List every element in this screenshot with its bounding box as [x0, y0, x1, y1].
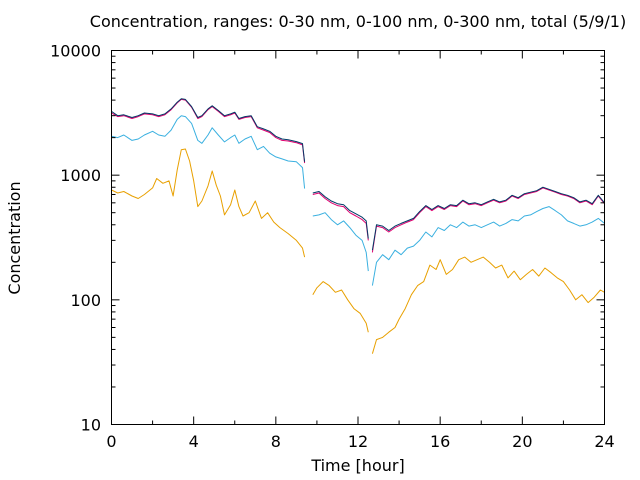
y-axis-label: Concentration [5, 181, 24, 294]
x-tick-label: 0 [106, 432, 116, 451]
y-tick-label: 10000 [50, 42, 101, 61]
y-tick-label: 1000 [60, 166, 101, 185]
x-axis-label: Time [hour] [310, 456, 404, 475]
x-tick-label: 20 [512, 432, 532, 451]
x-tick-label: 8 [271, 432, 281, 451]
plot-frame [111, 50, 605, 425]
series-line-4 [111, 98, 605, 251]
series-line-1 [111, 148, 605, 354]
y-tick-label: 100 [70, 291, 101, 310]
series-line-3 [111, 98, 605, 253]
x-tick-label: 4 [189, 432, 199, 451]
x-tick-label: 16 [430, 432, 450, 451]
y-tick-label: 10 [81, 416, 101, 435]
ticks-layer: 0 4 8 12 16 20 24 10 100 1000 10000 [50, 42, 615, 452]
series-line-2 [111, 115, 605, 286]
series-layer [111, 98, 605, 354]
x-tick-label: 12 [348, 432, 368, 451]
chart-title: Concentration, ranges: 0-30 nm, 0-100 nm… [90, 12, 626, 31]
x-tick-label: 24 [594, 432, 614, 451]
